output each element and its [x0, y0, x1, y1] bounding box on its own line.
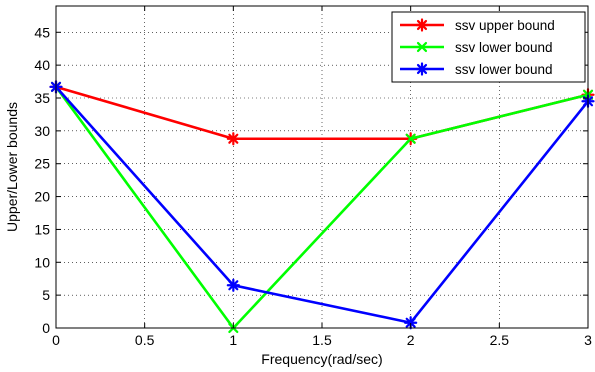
- y-tick-label: 15: [34, 221, 50, 237]
- y-tick-label: 30: [34, 123, 50, 139]
- legend-item: ssv lower bound: [400, 62, 553, 77]
- legend-marker: [416, 41, 428, 53]
- x-tick-label: 1.5: [312, 332, 332, 348]
- x-axis-label: Frequency(rad/sec): [261, 351, 382, 367]
- x-tick-label: 0: [52, 332, 60, 348]
- x-tick-label: 3: [584, 332, 592, 348]
- series-line: [54, 86, 589, 330]
- y-tick-label: 25: [34, 156, 50, 172]
- legend-item: ssv upper bound: [400, 18, 555, 33]
- x-tick-label: 0.5: [135, 332, 155, 348]
- y-tick-label: 40: [34, 57, 50, 73]
- x-tick-label: 2: [407, 332, 415, 348]
- legend-marker: [415, 18, 429, 32]
- grid-lines: [56, 6, 588, 328]
- data-point: [404, 316, 418, 330]
- legend: ssv upper bound ssv lower bound ssv lower …: [391, 11, 586, 83]
- y-tick-label: 5: [42, 287, 50, 303]
- y-axis-label: Upper/Lower bounds: [4, 102, 20, 232]
- y-tick-label: 45: [34, 24, 50, 40]
- data-point: [405, 133, 416, 144]
- data-point: [226, 132, 240, 146]
- series-line: [55, 85, 590, 325]
- legend-label: ssv lower bound: [455, 40, 553, 55]
- data-point: [226, 278, 240, 292]
- legend-item: ssv lower bound: [400, 40, 553, 55]
- y-tick-label: 20: [34, 189, 50, 205]
- legend-label: ssv upper bound: [455, 18, 555, 33]
- legend-label: ssv lower bound: [455, 62, 553, 77]
- x-tick-label: 1: [229, 332, 237, 348]
- y-tick-label: 0: [42, 320, 50, 336]
- legend-marker: [415, 62, 429, 76]
- x-tick-label: 2.5: [490, 332, 510, 348]
- y-tick-label: 35: [34, 90, 50, 106]
- y-tick-label: 10: [34, 254, 50, 270]
